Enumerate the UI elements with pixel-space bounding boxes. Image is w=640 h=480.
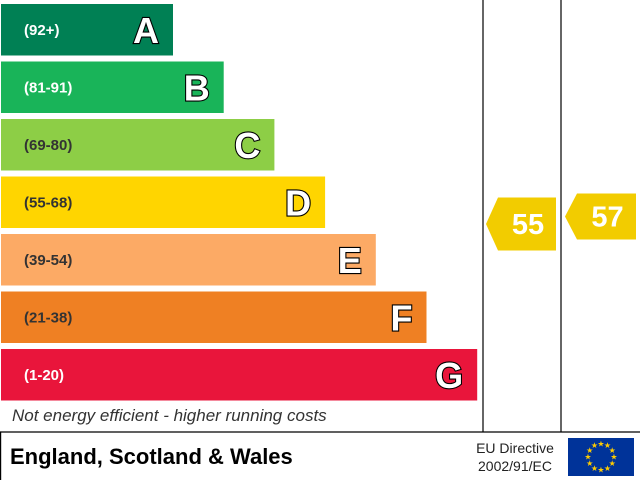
- band-letter-g: G: [435, 355, 463, 396]
- directive-line-2: 2002/91/EC: [478, 458, 552, 474]
- band-bar-a: [1, 4, 173, 56]
- band-range-g: (1-20): [24, 367, 64, 384]
- flag-star: ★: [597, 466, 604, 475]
- band-letter-b: B: [184, 67, 210, 108]
- band-range-b: (81-91): [24, 79, 72, 96]
- flag-star: ★: [610, 453, 617, 462]
- band-range-c: (69-80): [24, 137, 72, 154]
- flag-star: ★: [586, 446, 593, 455]
- band-range-d: (55-68): [24, 194, 72, 211]
- flag-star: ★: [586, 459, 593, 468]
- flag-star: ★: [591, 441, 598, 450]
- band-bar-b: [1, 61, 224, 113]
- rating-value-2: 57: [591, 202, 623, 234]
- footer-region: England, Scotland & Wales: [10, 444, 293, 469]
- band-letter-d: D: [285, 182, 311, 223]
- bottom-note: Not energy efficient - higher running co…: [12, 406, 327, 425]
- directive-line-1: EU Directive: [476, 440, 554, 456]
- rating-marker-2: [565, 193, 636, 240]
- rating-value-1: 55: [512, 209, 544, 241]
- band-letter-f: F: [391, 297, 413, 338]
- rating-markers: 55 57: [486, 193, 636, 251]
- band-range-f: (21-38): [24, 309, 72, 326]
- flag-star: ★: [591, 464, 598, 473]
- flag-star: ★: [604, 441, 611, 450]
- band-bar-e: [1, 234, 376, 286]
- band-bars: (92+) A (81-91) B (69-80) C (55-68) D (39-54) E (2…: [1, 4, 478, 401]
- flag-star: ★: [584, 453, 591, 462]
- rating-marker-1: [486, 197, 556, 251]
- band-bar-c: [1, 119, 275, 171]
- band-letter-c: C: [234, 125, 260, 166]
- band-letter-e: E: [338, 240, 362, 281]
- flag-star: ★: [604, 464, 611, 473]
- flag-star: ★: [609, 446, 616, 455]
- flag-star: ★: [597, 440, 604, 449]
- band-bar-g: [1, 349, 478, 401]
- flag-star: ★: [609, 459, 616, 468]
- band-letter-a: A: [133, 10, 159, 51]
- band-range-e: (39-54): [24, 252, 72, 269]
- band-bar-d: [1, 176, 326, 228]
- band-bar-f: [1, 291, 427, 343]
- flag-background: [568, 438, 634, 476]
- band-range-a: (92+): [24, 22, 59, 39]
- eu-flag-icon: ★ ★★★★★★★★★★★: [568, 438, 634, 476]
